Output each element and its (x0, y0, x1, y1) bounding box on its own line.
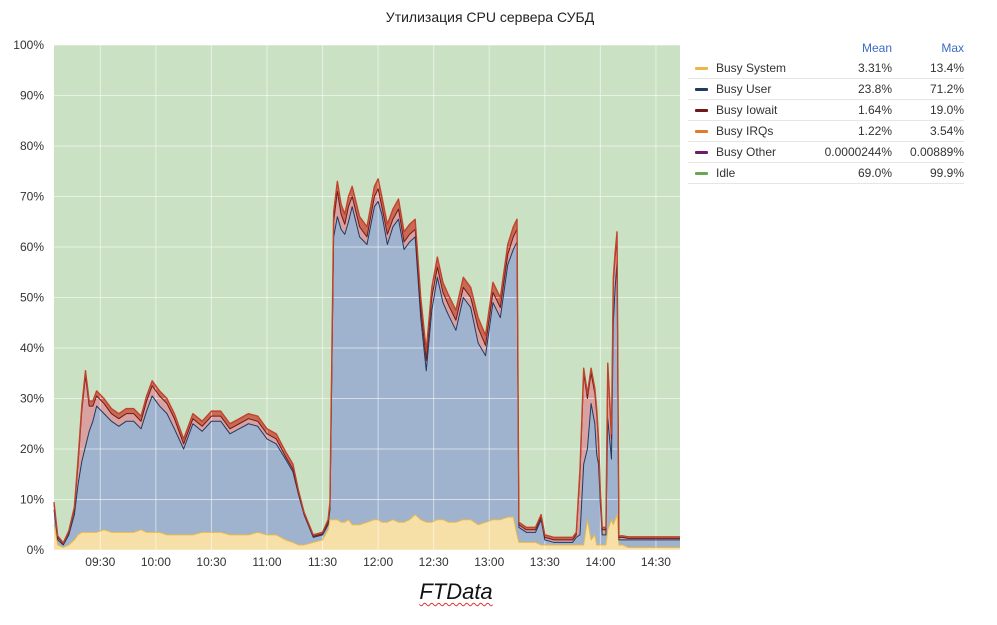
legend-table: Mean Max Busy System 3.31% 13.4% Busy User 2… (688, 38, 964, 184)
y-tick-label: 40% (20, 341, 44, 355)
legend-mean-value: 1.64% (857, 103, 892, 117)
legend-max-value: 0.00889% (909, 145, 964, 159)
legend-series-name: Busy System (716, 61, 787, 75)
legend-row[interactable]: Busy Iowait 1.64% 19.0% (688, 100, 964, 121)
legend-series-name: Idle (716, 166, 736, 180)
legend-mean-header[interactable]: Mean (861, 41, 892, 55)
legend-max-value: 99.9% (929, 166, 964, 180)
x-tick-label: 14:00 (585, 555, 615, 569)
y-tick-label: 30% (20, 392, 44, 406)
legend-mean-value: 23.8% (857, 82, 892, 96)
legend-row[interactable]: Busy System 3.31% 13.4% (688, 58, 964, 79)
y-tick-label: 0% (27, 543, 45, 557)
line-busy-system (53, 514, 680, 548)
legend-max-value: 13.4% (929, 61, 964, 75)
legend-mean-value: 1.22% (857, 124, 892, 138)
legend-row[interactable]: Idle 69.0% 99.9% (688, 163, 964, 184)
x-tick-label: 13:00 (474, 555, 504, 569)
y-tick-label: 100% (13, 38, 44, 52)
x-tick-label: 12:30 (419, 555, 449, 569)
legend-swatch (695, 129, 708, 133)
legend-mean-value: 69.0% (857, 166, 892, 180)
legend-swatch (695, 66, 708, 70)
legend-mean-value: 3.31% (857, 61, 892, 75)
legend-series-name: Busy IRQs (716, 124, 774, 138)
legend-swatch (695, 150, 708, 154)
x-tick-label: 10:00 (141, 555, 171, 569)
y-tick-label: 50% (20, 291, 44, 305)
y-tick-label: 20% (20, 442, 44, 456)
y-tick-label: 90% (20, 89, 44, 103)
line-busy-irqs (53, 178, 680, 544)
x-tick-label: 14:30 (641, 555, 671, 569)
y-tick-label: 70% (20, 190, 44, 204)
legend-row[interactable]: Busy Other 0.0000244% 0.00889% (688, 142, 964, 163)
legend-max-value: 3.54% (929, 124, 964, 138)
area-busy-system (54, 514, 680, 550)
footer-brand-text: FTData (419, 579, 493, 604)
legend-mean-value: 0.0000244% (824, 145, 892, 159)
area-busy-user (54, 201, 680, 548)
chart-title: Утилизация CPU сервера СУБД (385, 9, 595, 25)
legend-max-value: 19.0% (929, 103, 964, 117)
legend-max-header[interactable]: Max (941, 41, 964, 55)
line-busy-user (53, 201, 680, 546)
legend-max-value: 71.2% (929, 82, 964, 96)
x-tick-label: 09:30 (85, 555, 115, 569)
legend-series-name: Busy User (716, 82, 772, 96)
legend-swatch (695, 171, 708, 175)
y-tick-label: 80% (20, 139, 44, 153)
legend-swatch (695, 108, 708, 112)
legend-series-name: Busy Iowait (716, 103, 778, 117)
legend-row[interactable]: Busy User 23.8% 71.2% (688, 79, 964, 100)
y-tick-label: 10% (20, 493, 44, 507)
y-tick-label: 60% (20, 240, 44, 254)
x-tick-label: 12:00 (363, 555, 393, 569)
x-tick-label: 13:30 (530, 555, 560, 569)
legend-series-name: Busy Other (716, 145, 777, 159)
x-tick-label: 10:30 (196, 555, 226, 569)
x-tick-label: 11:00 (252, 555, 281, 569)
legend-swatch (695, 87, 708, 91)
legend-header: Mean Max (688, 38, 964, 58)
x-tick-label: 11:30 (308, 555, 337, 569)
legend-row[interactable]: Busy IRQs 1.22% 3.54% (688, 121, 964, 142)
